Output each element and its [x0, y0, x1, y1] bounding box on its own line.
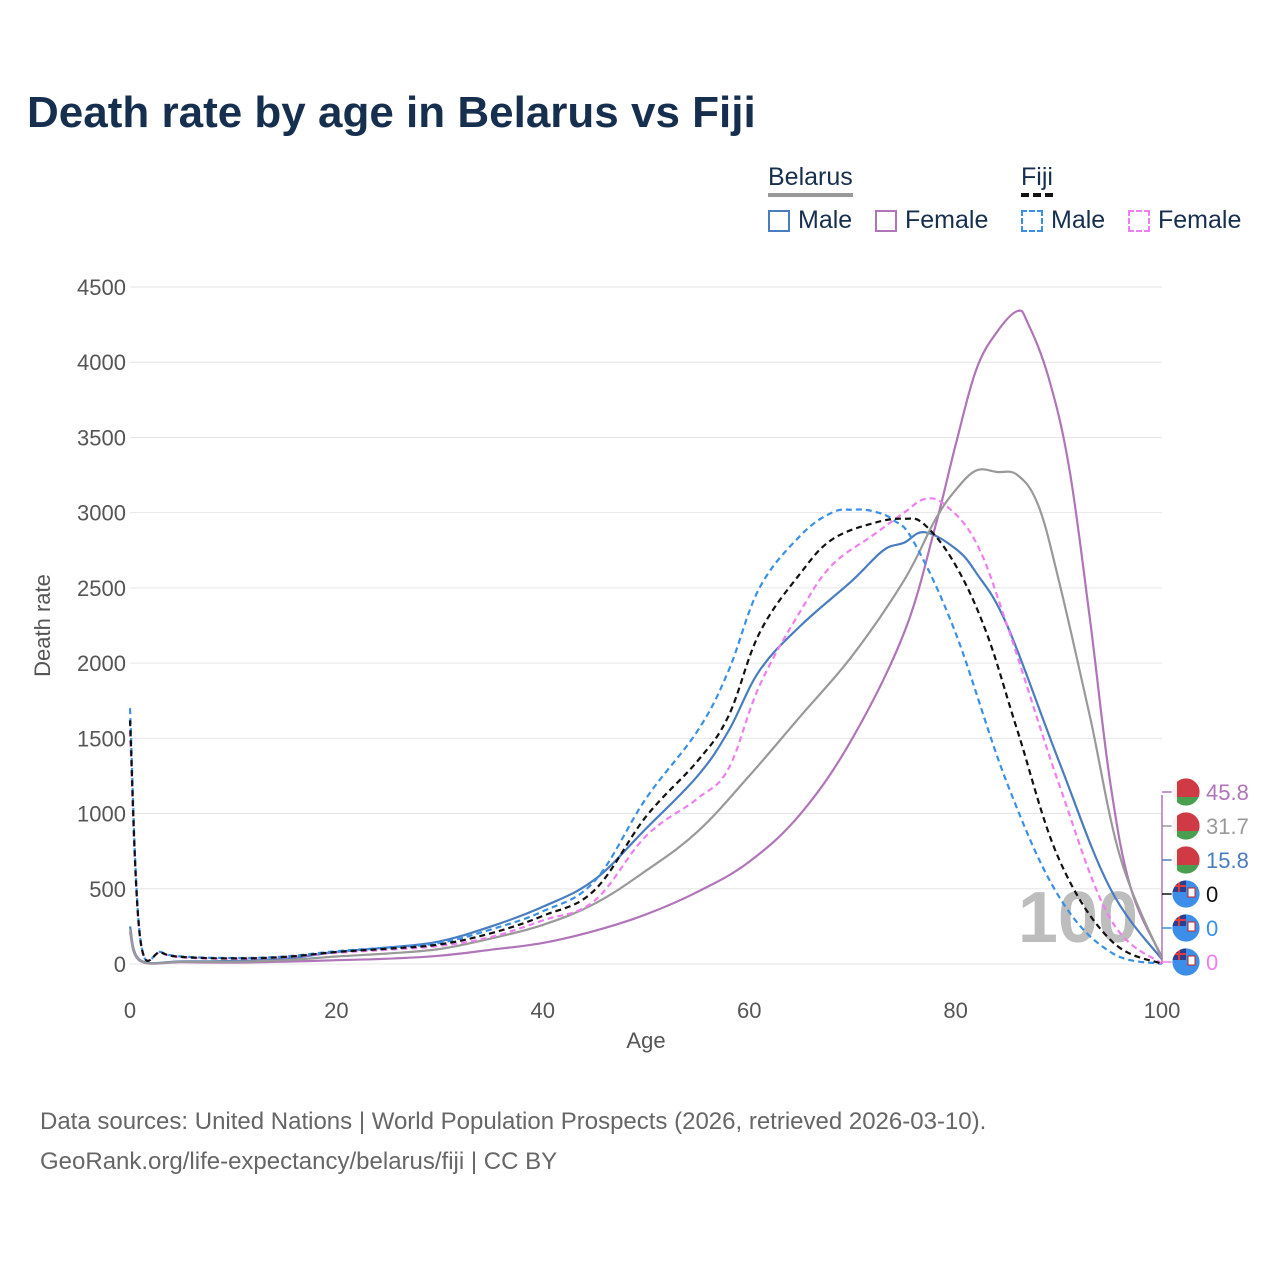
y-tick-label: 2500	[77, 576, 126, 601]
series-line-fiji-male	[128, 508, 1163, 966]
chart-title: Death rate by age in Belarus vs Fiji	[27, 88, 756, 137]
y-tick-label: 1000	[77, 802, 126, 827]
end-label-belarus: 45.8	[1162, 777, 1249, 807]
x-tick-label: 40	[531, 998, 555, 1023]
flag-green	[1172, 865, 1200, 874]
end-label-fiji: 0	[1162, 913, 1218, 943]
flag-shield	[1187, 887, 1196, 898]
flag-ring	[1171, 947, 1201, 977]
legend-group-label: Fiji	[1021, 163, 1053, 191]
legend-group-fiji: Fiji	[1021, 163, 1053, 197]
series-line-belarus-male	[128, 531, 1163, 965]
flag-ring	[1171, 811, 1201, 841]
axes: 0 500 1000 1500 2000 2500 3000 3500 4000 4500 0 20 4…	[30, 275, 1180, 1053]
legend-swatch	[768, 209, 790, 232]
legend-label: Male	[798, 206, 853, 234]
y-tick-label: 3500	[77, 425, 126, 450]
y-tick-label: 3000	[77, 501, 126, 526]
end-value-label: 0	[1206, 882, 1218, 907]
flag-green	[1172, 797, 1200, 806]
end-value-label: 0	[1206, 916, 1218, 941]
flag-ring	[1171, 879, 1201, 909]
flag-ornament	[1172, 846, 1177, 874]
legend-label: Male	[1051, 206, 1106, 234]
belarus-flag-icon	[1172, 778, 1200, 806]
legend-label: Female	[1158, 206, 1242, 234]
y-axis-label: Death rate	[30, 574, 55, 677]
flag-shield	[1187, 921, 1196, 932]
legend-item-belarus-female[interactable]: Female	[875, 206, 988, 235]
year-watermark: 100	[1018, 878, 1138, 958]
y-tick-label: 4500	[77, 275, 126, 300]
y-tick-label: 500	[89, 877, 126, 902]
fiji-flag-icon	[1172, 880, 1200, 908]
end-label-fiji: 0	[1162, 947, 1218, 977]
end-label-fiji: 0	[1162, 879, 1218, 909]
legend-item-belarus-male[interactable]: Male	[768, 206, 852, 235]
flag-shield	[1187, 955, 1196, 966]
legend-label: Female	[905, 206, 989, 234]
x-tick-label: 20	[324, 998, 348, 1023]
legend-swatch	[1021, 209, 1043, 232]
y-tick-label: 4000	[77, 350, 126, 375]
end-value-label: 31.7	[1206, 814, 1249, 839]
end-labels: 45.8 31.7 15.8 0 0 0	[1161, 777, 1249, 977]
legend-group-underline	[1021, 193, 1053, 197]
series-line-belarus-total	[128, 468, 1164, 965]
y-tick-label: 1500	[77, 726, 126, 751]
grid	[130, 286, 1162, 965]
x-tick-label: 60	[737, 998, 761, 1023]
end-value-label: 0	[1206, 950, 1218, 975]
series-line-fiji-female	[128, 497, 1163, 965]
y-tick-label: 0	[114, 952, 126, 977]
series-line-belarus-female	[128, 309, 1164, 965]
flag-ornament	[1172, 778, 1177, 806]
x-axis-label: Age	[626, 1028, 665, 1053]
flag-ring	[1171, 845, 1201, 875]
fiji-flag-icon	[1172, 914, 1200, 942]
legend-swatch	[875, 209, 897, 232]
belarus-flag-icon	[1172, 812, 1200, 840]
x-tick-label: 100	[1144, 998, 1181, 1023]
flag-green	[1172, 831, 1200, 840]
series-line-fiji-total	[128, 517, 1163, 966]
flag-ring	[1171, 777, 1201, 807]
end-label-belarus: 31.7	[1162, 811, 1249, 841]
legend-swatch	[1128, 209, 1150, 232]
source-line-1: Data sources: United Nations | World Pop…	[40, 1108, 987, 1135]
y-tick-label: 2000	[77, 651, 126, 676]
legend-item-fiji-female[interactable]: Female	[1128, 206, 1241, 235]
end-value-label: 15.8	[1206, 848, 1249, 873]
legend-item-fiji-male[interactable]: Male	[1021, 206, 1105, 235]
x-tick-label: 80	[943, 998, 967, 1023]
legend-group-label: Belarus	[768, 163, 853, 191]
source-line-2[interactable]: GeoRank.org/life-expectancy/belarus/fiji…	[40, 1148, 558, 1175]
flag-red	[1172, 812, 1200, 831]
flag-red	[1172, 778, 1200, 797]
flag-ring	[1171, 913, 1201, 943]
x-tick-label: 0	[124, 998, 136, 1023]
legend-group-belarus: Belarus	[768, 163, 853, 197]
series	[128, 309, 1164, 966]
end-value-label: 45.8	[1206, 780, 1249, 805]
legend-group-underline	[768, 193, 853, 197]
end-label-belarus: 15.8	[1162, 845, 1249, 875]
flag-red	[1172, 846, 1200, 865]
flag-ornament	[1172, 812, 1177, 840]
belarus-flag-icon	[1172, 846, 1200, 874]
